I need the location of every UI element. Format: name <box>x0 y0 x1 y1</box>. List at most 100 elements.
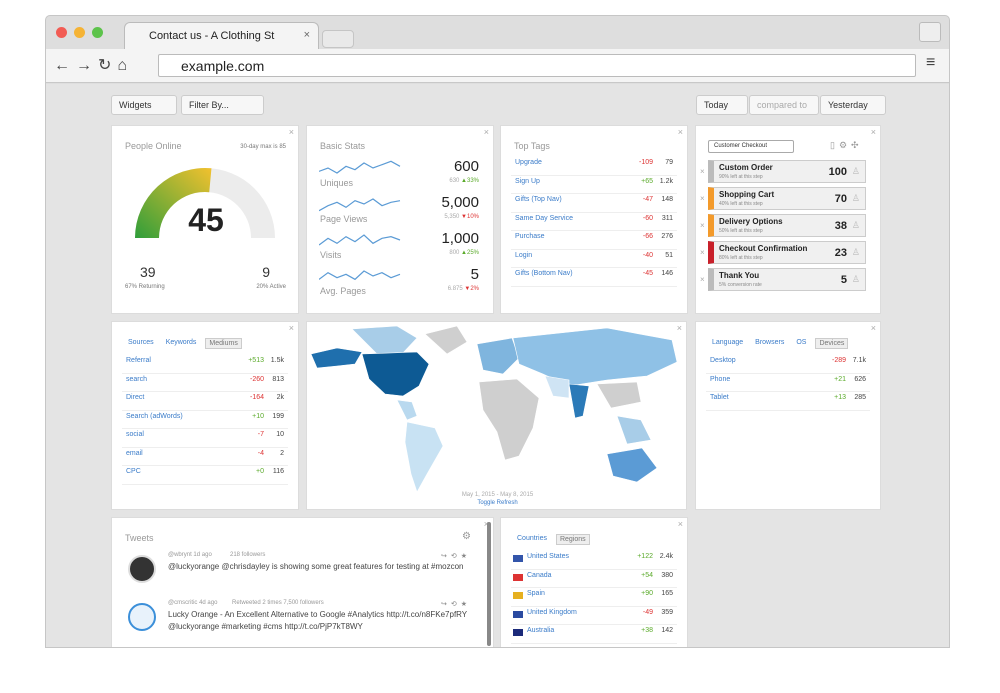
row-change: -40 <box>642 251 653 259</box>
active: 9 <box>262 264 270 280</box>
tweet-text: @luckyorange @chrisdayley is showing som… <box>168 562 464 571</box>
row-label[interactable]: Sign Up <box>515 177 540 185</box>
filter-button[interactable]: Filter By... <box>181 95 264 115</box>
tab[interactable]: Countries <box>517 535 547 542</box>
person-icon: ♙ <box>851 274 860 284</box>
compared-label[interactable]: compared to <box>749 95 819 115</box>
close-widget[interactable]: × <box>870 323 876 333</box>
row-label[interactable]: Spain <box>527 590 545 597</box>
row-value: 148 <box>661 196 673 203</box>
remove-step[interactable]: × <box>700 248 705 257</box>
tab[interactable]: Language <box>712 339 744 346</box>
stat-value: 5 <box>470 266 479 283</box>
toggle-refresh[interactable]: Toggle Refresh <box>477 500 518 506</box>
row-label[interactable]: Search (adWords) <box>126 412 183 420</box>
today-button[interactable]: Today <box>696 95 748 115</box>
row-label[interactable]: Canada <box>527 571 552 579</box>
row-change: -47 <box>642 196 653 203</box>
row-label[interactable]: Direct <box>126 394 145 401</box>
step-note: 40% left at this step <box>719 201 763 207</box>
settings-icon[interactable]: ⚙ <box>462 531 471 542</box>
row-divider <box>706 372 870 374</box>
row-label[interactable]: Referral <box>126 357 151 364</box>
browser-window: Contact us - A Clothing St × ←→↻⌂ exampl… <box>45 15 950 648</box>
profile-button[interactable] <box>919 22 941 42</box>
row-label[interactable]: Gifts (Top Nav) <box>515 196 562 203</box>
row-label[interactable]: Same Day Service <box>515 214 573 222</box>
country-shape <box>361 351 430 397</box>
step-count: 70 <box>834 193 847 205</box>
row-label[interactable]: Australia <box>527 627 555 634</box>
sparkline <box>319 160 401 174</box>
remove-step[interactable]: × <box>700 221 705 230</box>
stat-sub: 630 ▲33% <box>449 178 479 184</box>
tweet-actions[interactable]: ↪⟲★ <box>440 553 471 560</box>
row-value: 285 <box>854 394 866 401</box>
close-widget[interactable]: × <box>288 323 294 333</box>
row-divider <box>122 372 288 374</box>
row-divider <box>511 624 677 625</box>
step-count: 100 <box>828 166 847 178</box>
close-widget[interactable]: × <box>483 127 489 137</box>
address-bar[interactable]: example.com <box>158 54 916 77</box>
funnel-select[interactable]: Customer Checkout <box>708 140 794 153</box>
remove-step[interactable]: × <box>700 167 705 176</box>
note: 30-day max is 85 <box>240 144 286 150</box>
countries-widget: × Countries Regions United States +122 2.4k Ca… <box>500 517 688 647</box>
row-label[interactable]: Tablet <box>710 394 729 401</box>
tab[interactable]: Devices <box>815 338 849 349</box>
row-label[interactable]: CPC <box>126 468 141 475</box>
row-value: 116 <box>272 468 284 475</box>
tab[interactable]: Sources <box>128 339 154 346</box>
row-change: +65 <box>641 177 653 185</box>
row-label[interactable]: Desktop <box>710 357 736 364</box>
tweet-meta: @cmscritic 4d ago <box>168 600 218 606</box>
row-label[interactable]: Upgrade <box>515 159 542 166</box>
row-divider <box>511 248 677 250</box>
min-dot[interactable] <box>74 27 85 38</box>
yesterday-button[interactable]: Yesterday <box>820 95 886 115</box>
menu[interactable]: ≡ <box>926 54 936 71</box>
row-change: +21 <box>834 375 846 383</box>
row-divider <box>511 230 677 231</box>
widgets-button[interactable]: Widgets <box>111 95 177 115</box>
close-widget[interactable]: × <box>677 519 683 529</box>
step-note: 5% conversion rate <box>719 282 762 288</box>
sparkline <box>319 270 401 281</box>
row-label[interactable]: email <box>126 449 143 457</box>
remove-step[interactable]: × <box>700 194 705 203</box>
tab-close[interactable]: × <box>303 29 310 41</box>
tab[interactable]: Contact us - A Clothing St × <box>124 22 319 50</box>
row-divider <box>511 285 677 287</box>
tab[interactable]: Regions <box>555 534 590 545</box>
close-widget[interactable]: × <box>870 127 876 137</box>
person-icon: ♙ <box>851 247 860 257</box>
row-label[interactable]: social <box>126 431 144 438</box>
tab[interactable]: Browsers <box>755 339 785 346</box>
close-widget[interactable]: × <box>676 323 682 333</box>
close-widget[interactable]: × <box>677 127 683 137</box>
row-label[interactable]: United Kingdom <box>527 608 577 616</box>
row-label[interactable]: search <box>126 375 148 383</box>
devices-widget: × Language Browsers OS Devices Desktop -289 7.1… <box>695 321 881 510</box>
close-widget[interactable]: × <box>288 127 294 137</box>
close-widget[interactable]: × <box>484 519 489 529</box>
tab[interactable]: Keywords <box>165 339 197 346</box>
tab[interactable]: OS <box>796 339 807 346</box>
tweet-actions[interactable]: ↪⟲★ <box>440 601 471 608</box>
country-shape <box>544 375 570 399</box>
row-label[interactable]: United States <box>527 553 570 560</box>
row-value: 276 <box>661 233 673 240</box>
row-label[interactable]: Phone <box>710 375 731 383</box>
close-dot[interactable] <box>56 27 67 38</box>
remove-step[interactable]: × <box>700 275 705 284</box>
row-label[interactable]: Login <box>515 251 533 259</box>
row-label[interactable]: Gifts (Bottom Nav) <box>515 270 573 277</box>
row-change: +122 <box>637 553 653 560</box>
tab[interactable]: Mediums <box>205 338 242 349</box>
new-tab[interactable] <box>322 30 354 48</box>
row-divider <box>122 391 288 392</box>
row-label[interactable]: Purchase <box>515 233 545 240</box>
nav-icons[interactable]: ←→↻⌂ <box>54 57 134 74</box>
max-dot[interactable] <box>92 27 103 38</box>
